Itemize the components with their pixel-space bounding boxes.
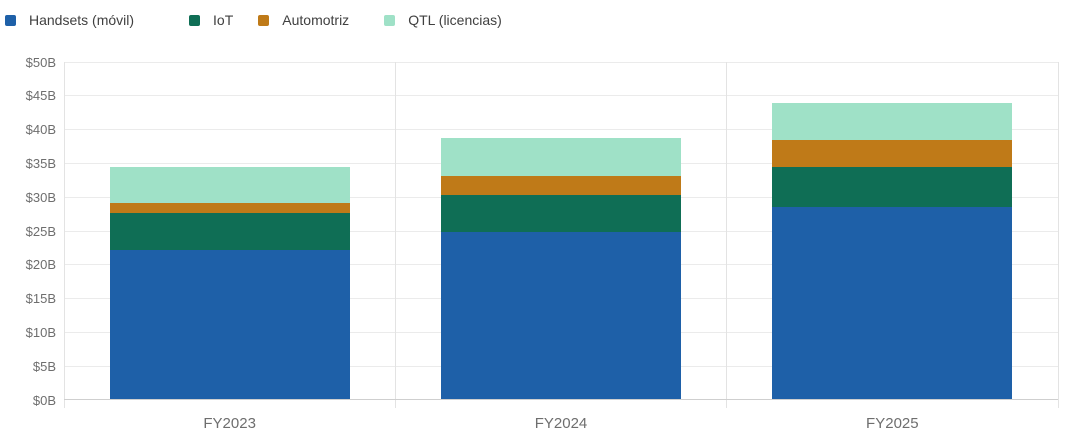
legend-item-automotriz[interactable]: Automotriz [258, 13, 349, 28]
bar-fy2023-handsets-movil [109, 249, 350, 400]
y-tick-label: $35B [25, 155, 56, 171]
bar-fy2025-handsets-movil [772, 207, 1013, 400]
y-tick-label: $20B [25, 257, 56, 273]
gridline [64, 129, 1058, 131]
gridline [64, 95, 1058, 97]
category-separator-line [726, 62, 728, 408]
bar-fy2024-qtl-licencias [441, 137, 681, 176]
legend-label: IoT [213, 12, 234, 28]
x-axis-line [64, 399, 1058, 400]
legend-item-iot[interactable]: IoT [189, 13, 233, 28]
x-axis-label-fy2024: FY2024 [534, 415, 588, 432]
bar-fy2023-qtl-licencias [109, 167, 350, 203]
bar-fy2025-qtl-licencias [772, 102, 1013, 140]
bar-fy2024-iot [441, 195, 681, 232]
y-tick-label: $40B [25, 122, 56, 138]
bar-fy2024-automotriz [441, 175, 681, 196]
y-tick-label: $45B [25, 88, 56, 104]
legend-label: QTL (licencias) [408, 12, 502, 28]
legend-swatch-icon [5, 15, 16, 26]
legend-item-handsets-movil[interactable]: Handsets (móvil) [5, 13, 134, 28]
y-tick-label: $25B [25, 223, 56, 239]
y-tick-label: $30B [25, 189, 56, 205]
legend-item-qtl-licencias[interactable]: QTL (licencias) [384, 13, 502, 28]
y-tick-label: $5B [32, 358, 56, 374]
bar-fy2024-handsets-movil [441, 231, 681, 400]
category-separator-line [1057, 62, 1059, 408]
y-tick-label: $10B [25, 324, 56, 340]
chart-legend: Handsets (móvil) IoT Automotriz QTL (licenc… [5, 13, 502, 28]
bar-fy2025-automotriz [772, 139, 1013, 167]
bar-fy2023-automotriz [109, 202, 350, 214]
y-axis-line [63, 62, 65, 408]
y-tick-label: $0B [32, 392, 56, 408]
legend-label: Automotriz [282, 12, 350, 28]
gridline [64, 61, 1058, 63]
bar-fy2023-iot [109, 213, 350, 250]
legend-swatch-icon [384, 15, 396, 26]
y-tick-label: $50B [25, 54, 56, 70]
y-tick-label: $15B [25, 291, 56, 307]
legend-label: Handsets (móvil) [29, 12, 135, 28]
x-axis-label-fy2023: FY2023 [203, 415, 256, 432]
x-axis-label-fy2025: FY2025 [866, 415, 919, 432]
category-separator-line [394, 62, 396, 408]
bar-fy2025-iot [772, 166, 1013, 208]
plot-area [63, 61, 1059, 408]
legend-swatch-icon [189, 15, 201, 26]
legend-swatch-icon [258, 15, 270, 26]
